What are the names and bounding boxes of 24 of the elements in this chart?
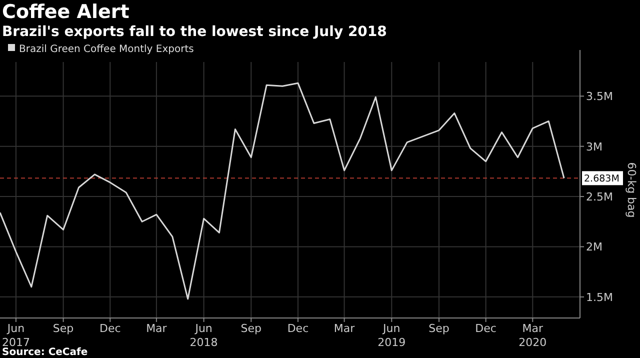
x-tick-label: Mar 2020 (518, 322, 547, 349)
source-note: Source: CeCafe (2, 347, 88, 358)
y-tick-label: 3.5M (586, 90, 613, 104)
y-tick-label: 2M (586, 240, 602, 254)
y-tick-label: 2.5M (586, 190, 613, 204)
y-axis-title: 60-kg bag (625, 162, 638, 218)
chart-title: Coffee Alert (2, 1, 130, 23)
x-tick-label: Dec (99, 322, 121, 335)
x-tick-label: Mar (334, 322, 356, 335)
x-tick-label: Dec (287, 322, 309, 335)
line-series (0, 82, 565, 300)
y-tick-label: 3M (586, 140, 602, 154)
chart-subtitle: Brazil's exports fall to the lowest since July 2018 (2, 24, 387, 40)
x-tick-label: Jun 2017 (2, 322, 30, 349)
x-tick-label: Dec (475, 322, 496, 335)
y-tick-label: 1.5M (586, 290, 613, 304)
ref-line-label: 2.683M (584, 174, 620, 185)
x-tick-label: Sep (52, 322, 74, 335)
x-tick-label: Jun 2018 (190, 322, 218, 349)
x-tick-label: Mar (146, 322, 168, 335)
legend-label: Brazil Green Coffee Montly Exports (19, 44, 194, 55)
x-tick-label: Sep (240, 322, 262, 335)
x-tick-label: Sep (428, 322, 450, 335)
x-tick-label: Jun 2019 (378, 322, 406, 349)
